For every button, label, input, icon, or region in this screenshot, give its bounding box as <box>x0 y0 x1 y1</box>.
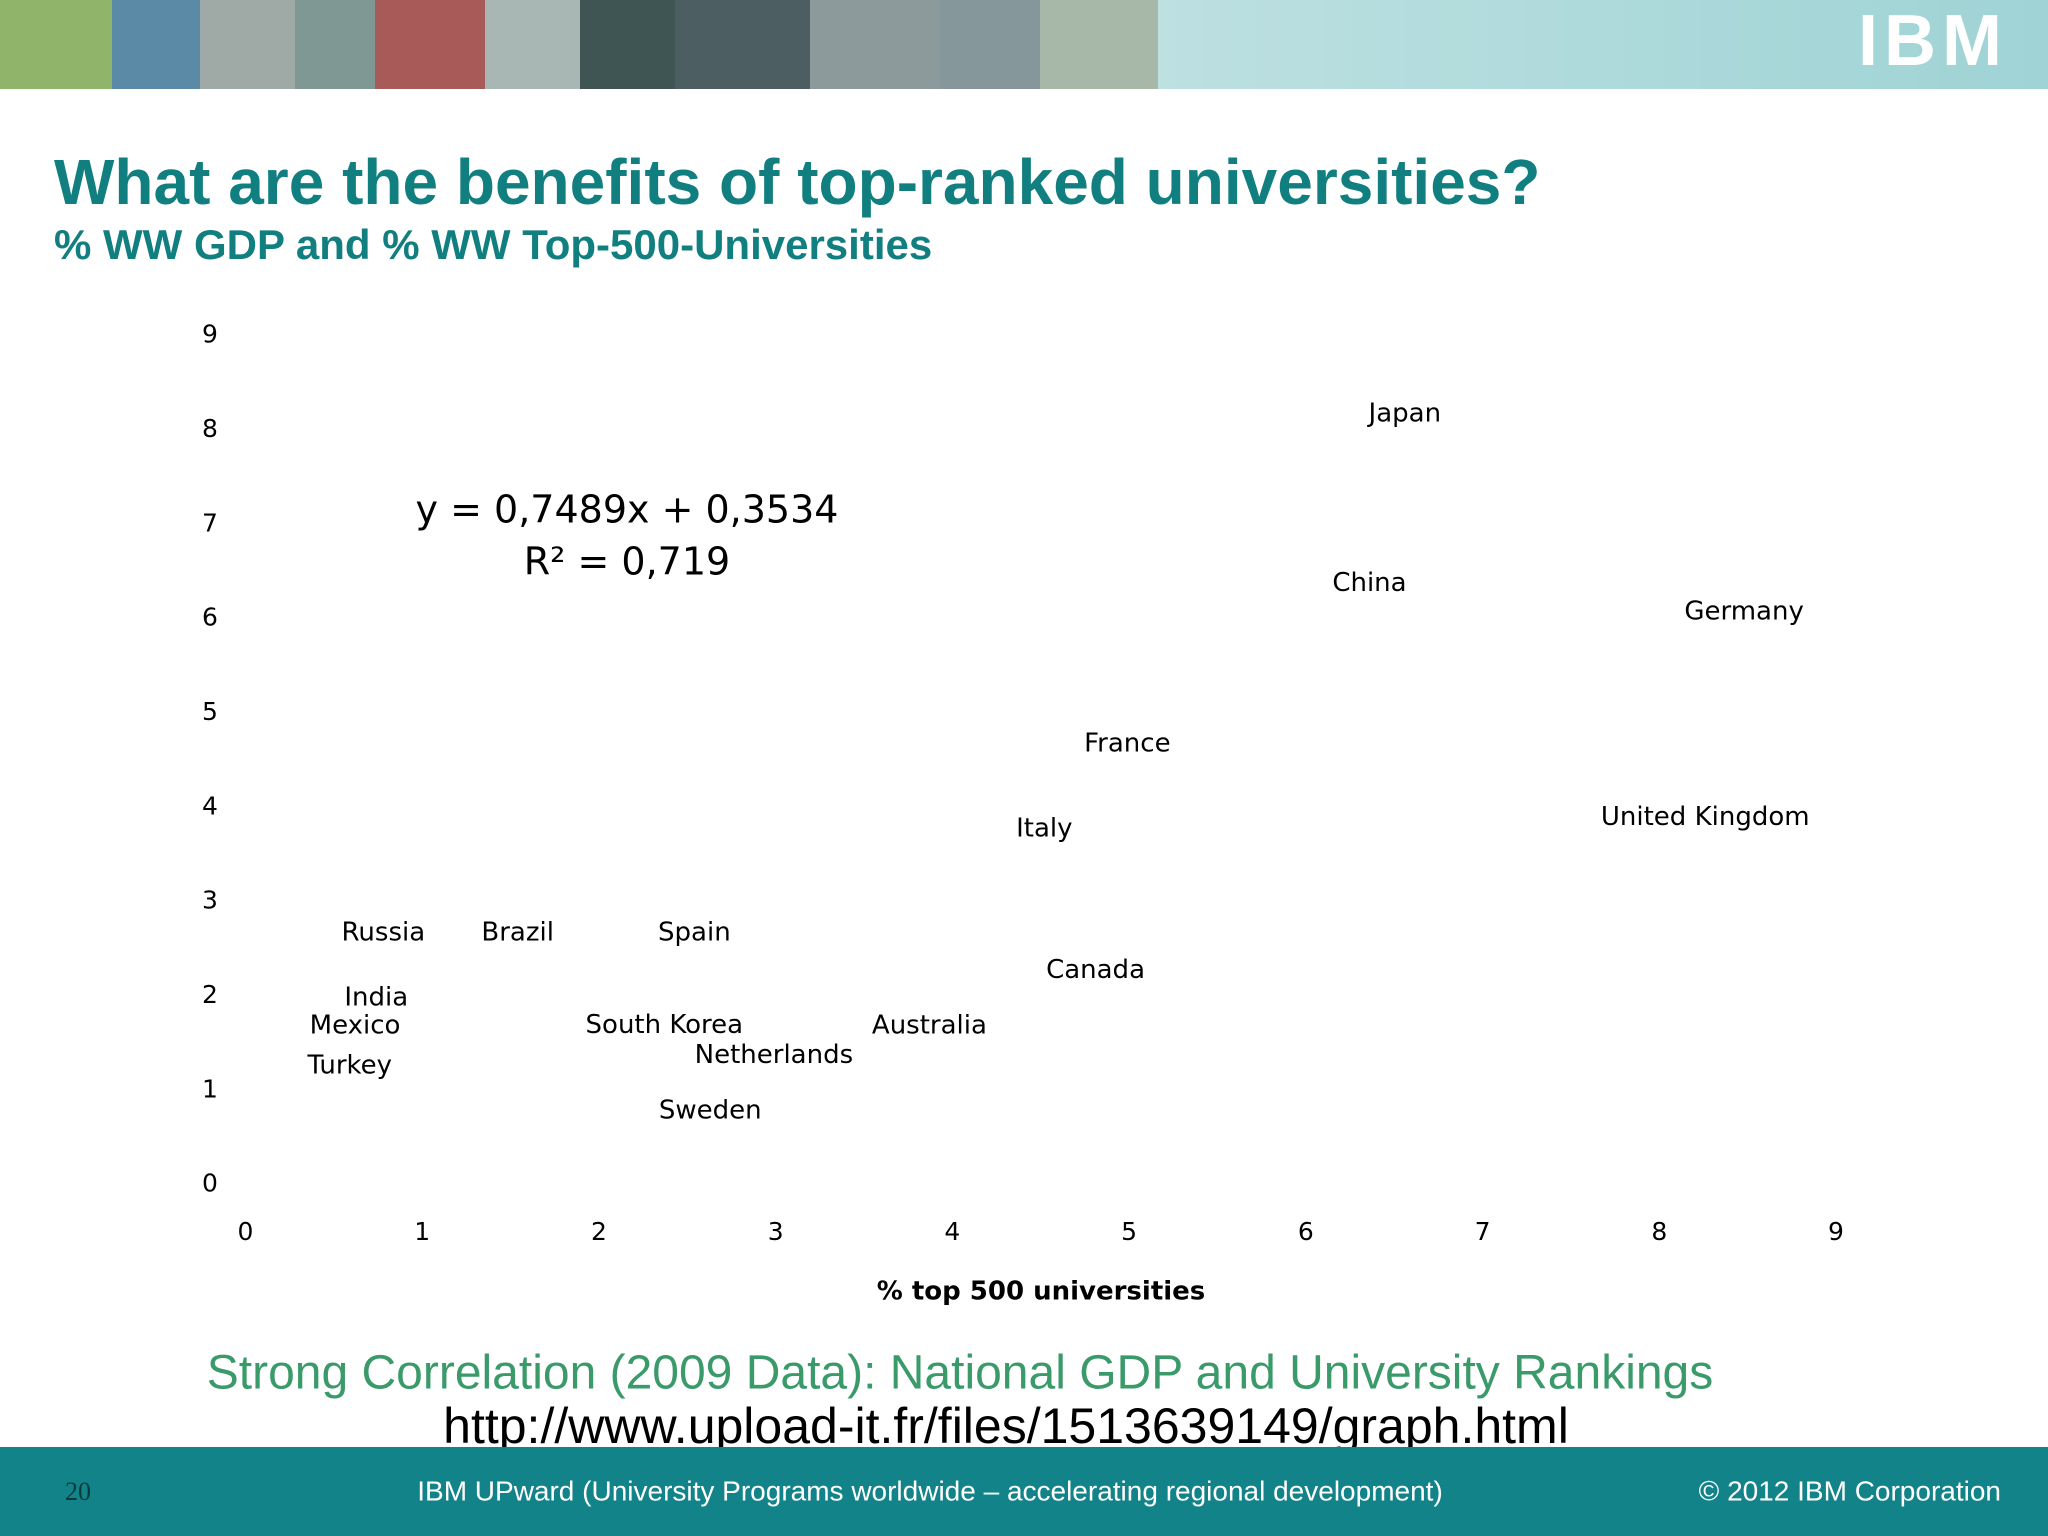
point-label: Turkey <box>306 1050 392 1080</box>
x-tick-label: 6 <box>1298 1217 1314 1246</box>
x-tick-label: 7 <box>1475 1217 1491 1246</box>
point-label: Sweden <box>659 1096 762 1126</box>
r-squared: R² = 0,719 <box>524 540 730 584</box>
caption: Strong Correlation (2009 Data): National… <box>207 1347 1714 1400</box>
point-label: Russia <box>342 917 426 947</box>
footer-text: IBM UPward (University Programs worldwid… <box>417 1475 1443 1506</box>
point-label: South Korea <box>586 1010 744 1040</box>
y-tick-label: 5 <box>202 697 218 726</box>
point-label: Brazil <box>481 917 554 947</box>
point-label: India <box>344 982 408 1012</box>
point-label: Japan <box>1367 398 1442 428</box>
page-number: 20 <box>65 1477 91 1506</box>
x-tick-label: 0 <box>238 1217 254 1246</box>
point-label: Spain <box>658 917 731 947</box>
point-label: Germany <box>1684 597 1804 627</box>
y-tick-label: 9 <box>202 320 218 349</box>
source-url: http://www.upload-it.fr/files/1513639149… <box>443 1398 1569 1454</box>
x-tick-label: 9 <box>1828 1217 1844 1246</box>
point-label: China <box>1332 568 1406 598</box>
slide-title: What are the benefits of top-ranked univ… <box>54 146 1540 218</box>
y-tick-label: 4 <box>202 791 218 820</box>
y-tick-label: 3 <box>202 886 218 915</box>
point-label: Netherlands <box>695 1040 854 1070</box>
y-tick-label: 1 <box>202 1074 218 1103</box>
slide-subtitle: % WW GDP and % WW Top-500-Universities <box>54 221 932 268</box>
x-tick-label: 1 <box>414 1217 430 1246</box>
y-tick-label: 0 <box>202 1169 218 1198</box>
copyright: © 2012 IBM Corporation <box>1699 1475 2001 1506</box>
point-label: France <box>1084 729 1170 759</box>
x-tick-label: 5 <box>1121 1217 1137 1246</box>
x-tick-label: 3 <box>768 1217 784 1246</box>
x-axis-label: % top 500 universities <box>877 1277 1206 1307</box>
header-strip <box>0 0 2048 89</box>
y-tick-label: 8 <box>202 414 218 443</box>
point-label: United Kingdom <box>1601 802 1810 832</box>
ibm-logo: IBM <box>1858 1 2008 81</box>
trend-equation: y = 0,7489x + 0,3534 <box>416 488 839 532</box>
x-tick-label: 8 <box>1651 1217 1667 1246</box>
x-tick-label: 2 <box>591 1217 607 1246</box>
y-tick-label: 2 <box>202 980 218 1009</box>
y-tick-label: 6 <box>202 603 218 632</box>
plot: 0 1 2 3 4 5 6 7 8 9 0 1 2 3 4 5 6 7 8 9 Japan China Germany Fra… <box>202 320 1844 1246</box>
point-label: Mexico <box>310 1011 401 1041</box>
point-label: Canada <box>1046 955 1145 985</box>
point-label: Italy <box>1016 814 1072 844</box>
point-label: Australia <box>872 1011 987 1041</box>
footer-band <box>0 1447 2048 1536</box>
x-tick-label: 4 <box>944 1217 960 1246</box>
y-tick-label: 7 <box>202 508 218 537</box>
